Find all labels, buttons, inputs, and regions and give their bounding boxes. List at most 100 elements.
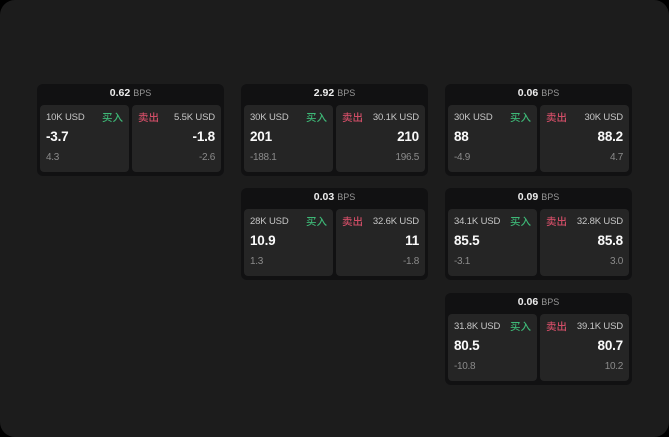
- sell-price: 85.8: [597, 233, 624, 248]
- sell-sub-value: -1.8: [402, 256, 419, 267]
- sell-sub-value: 10.2: [604, 361, 624, 372]
- card-body: 30K USD 201 -188.1 30.1K USD 210 196.5: [244, 105, 425, 172]
- buy-panel-top-row: 10K USD: [46, 111, 123, 124]
- buy-button[interactable]: [102, 112, 123, 123]
- buy-notional: 30K USD: [250, 112, 289, 123]
- sell-panel[interactable]: 30K USD 88.2 4.7: [540, 105, 629, 172]
- card-header: 0.62 BPS: [37, 84, 224, 105]
- buy-panel[interactable]: 30K USD 88 -4.9: [448, 105, 537, 172]
- sell-label-glyph-icon: [342, 112, 362, 123]
- bps-unit-label: BPS: [337, 192, 356, 202]
- sell-panel-top-row: 32.8K USD: [546, 215, 623, 228]
- sell-notional: 30.1K USD: [372, 112, 419, 123]
- buy-button[interactable]: [306, 112, 327, 123]
- card-body: 31.8K USD 80.5 -10.8 39.1K USD 80.7 10.2: [448, 314, 629, 381]
- sell-button[interactable]: [342, 112, 363, 123]
- card-body: 28K USD 10.9 1.3 32.6K USD 11 -1.8: [244, 209, 425, 276]
- bps-value: 0.03: [313, 191, 335, 203]
- sell-notional: 32.6K USD: [372, 216, 419, 227]
- bps-value: 0.06: [517, 296, 539, 308]
- spread-card: 0.06 BPS 31.8K USD 80.5 -10.8 39.1K USD …: [445, 293, 632, 385]
- bps-unit-label: BPS: [541, 192, 560, 202]
- spread-card: 0.06 BPS 30K USD 88 -4.9 30K USD 88.2 4.…: [445, 84, 632, 176]
- buy-button[interactable]: [510, 216, 531, 227]
- buy-panel-top-row: 30K USD: [454, 111, 531, 124]
- sell-button[interactable]: [546, 112, 567, 123]
- buy-notional: 31.8K USD: [454, 321, 501, 332]
- buy-panel-top-row: 28K USD: [250, 215, 327, 228]
- sell-button[interactable]: [342, 216, 363, 227]
- buy-price: 88: [454, 129, 469, 144]
- sell-price: -1.8: [192, 129, 216, 144]
- bps-value: 0.06: [517, 87, 539, 99]
- buy-notional: 30K USD: [454, 112, 493, 123]
- bps-value: 0.62: [109, 87, 131, 99]
- sell-panel-top-row: 30.1K USD: [342, 111, 419, 124]
- sell-button[interactable]: [546, 321, 567, 332]
- bps-unit-label: BPS: [541, 88, 560, 98]
- card-header: 2.92 BPS: [241, 84, 428, 105]
- buy-label-glyph-icon: [510, 216, 531, 227]
- sell-panel-top-row: 39.1K USD: [546, 320, 623, 333]
- buy-button[interactable]: [510, 321, 531, 332]
- buy-panel[interactable]: 30K USD 201 -188.1: [244, 105, 333, 172]
- sell-price: 80.7: [597, 338, 624, 353]
- sell-notional: 30K USD: [584, 112, 623, 123]
- sell-sub-value: -2.6: [198, 152, 215, 163]
- bps-value: 0.09: [517, 191, 539, 203]
- card-header: 0.03 BPS: [241, 188, 428, 209]
- buy-panel-top-row: 30K USD: [250, 111, 327, 124]
- sell-price: 88.2: [597, 129, 624, 144]
- sell-panel-top-row: 5.5K USD: [138, 111, 215, 124]
- spread-card: 0.62 BPS 10K USD -3.7 4.3 5.5K USD -1.8 …: [37, 84, 224, 176]
- buy-label-glyph-icon: [102, 112, 123, 123]
- buy-panel-top-row: 34.1K USD: [454, 215, 531, 228]
- sell-button[interactable]: [138, 112, 159, 123]
- sell-panel[interactable]: 32.8K USD 85.8 3.0: [540, 209, 629, 276]
- sell-panel[interactable]: 39.1K USD 80.7 10.2: [540, 314, 629, 381]
- bps-value: 2.92: [313, 87, 335, 99]
- card-header: 0.06 BPS: [445, 84, 632, 105]
- buy-sub-value: -4.9: [454, 152, 471, 163]
- sell-panel-top-row: 32.6K USD: [342, 215, 419, 228]
- sell-sub-value: 3.0: [609, 256, 623, 267]
- buy-sub-value: -188.1: [250, 152, 277, 163]
- sell-notional: 5.5K USD: [173, 112, 215, 123]
- sell-label-glyph-icon: [546, 112, 566, 123]
- buy-label-glyph-icon: [510, 112, 531, 123]
- buy-panel[interactable]: 34.1K USD 85.5 -3.1: [448, 209, 537, 276]
- buy-panel[interactable]: 31.8K USD 80.5 -10.8: [448, 314, 537, 381]
- card-header: 0.06 BPS: [445, 293, 632, 314]
- buy-notional: 34.1K USD: [454, 216, 501, 227]
- sell-label-glyph-icon: [546, 321, 566, 332]
- sell-panel[interactable]: 32.6K USD 11 -1.8: [336, 209, 425, 276]
- buy-notional: 10K USD: [46, 112, 85, 123]
- card-body: 30K USD 88 -4.9 30K USD 88.2 4.7: [448, 105, 629, 172]
- buy-panel[interactable]: 10K USD -3.7 4.3: [40, 105, 129, 172]
- card-header: 0.09 BPS: [445, 188, 632, 209]
- sell-label-glyph-icon: [342, 216, 362, 227]
- sell-sub-value: 4.7: [609, 152, 623, 163]
- sell-panel[interactable]: 30.1K USD 210 196.5: [336, 105, 425, 172]
- bps-unit-label: BPS: [133, 88, 152, 98]
- sell-price: 11: [405, 233, 419, 248]
- buy-button[interactable]: [510, 112, 531, 123]
- spread-card: 0.03 BPS 28K USD 10.9 1.3 32.6K USD 11 -…: [241, 188, 428, 280]
- buy-price: 10.9: [250, 233, 276, 248]
- sell-sub-value: 196.5: [395, 152, 419, 163]
- sell-notional: 39.1K USD: [576, 321, 623, 332]
- buy-button[interactable]: [306, 216, 327, 227]
- buy-label-glyph-icon: [306, 112, 327, 123]
- sell-label-glyph-icon: [138, 112, 158, 123]
- buy-panel[interactable]: 28K USD 10.9 1.3: [244, 209, 333, 276]
- card-body: 10K USD -3.7 4.3 5.5K USD -1.8 -2.6: [40, 105, 221, 172]
- buy-price: 201: [250, 129, 272, 144]
- sell-notional: 32.8K USD: [576, 216, 623, 227]
- sell-button[interactable]: [546, 216, 567, 227]
- sell-price: 210: [397, 129, 419, 144]
- buy-label-glyph-icon: [306, 216, 327, 227]
- sell-panel[interactable]: 5.5K USD -1.8 -2.6: [132, 105, 221, 172]
- buy-sub-value: 1.3: [250, 256, 264, 267]
- bps-unit-label: BPS: [337, 88, 356, 98]
